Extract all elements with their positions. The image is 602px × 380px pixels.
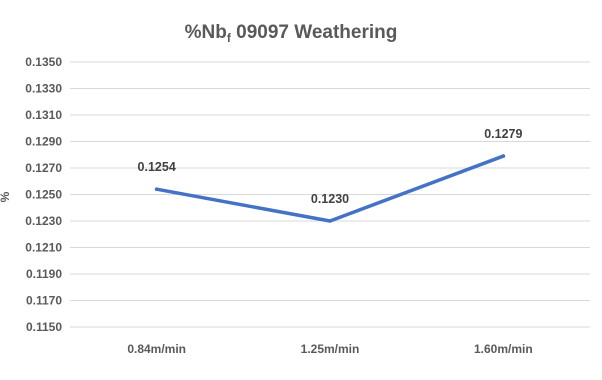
y-tick-label: 0.1190 [26, 267, 62, 281]
x-tick-label: 1.25m/min [301, 342, 360, 356]
y-tick-label: 0.1230 [25, 214, 62, 228]
y-tick-label: 0.1210 [25, 241, 62, 255]
data-labels: 0.1254 0.1230 0.1279 [138, 127, 523, 206]
series-line [154, 154, 506, 223]
chart-title: %Nbf 09097 Weathering [185, 22, 398, 45]
data-point [154, 187, 159, 191]
y-tick-label: 0.1270 [25, 161, 62, 175]
x-axis-ticks: 0.84m/min 1.25m/min 1.60m/min [127, 342, 532, 356]
data-point [501, 154, 506, 158]
data-label: 0.1230 [311, 192, 349, 206]
x-tick-label: 0.84m/min [127, 342, 186, 356]
data-label: 0.1254 [138, 160, 176, 174]
chart-title-main: %Nb [185, 22, 227, 43]
y-tick-label: 0.1250 [25, 188, 62, 202]
chart-title-subscript: f [227, 31, 232, 45]
y-axis-ticks: 0.1150 0.1170 0.1190 0.1210 0.1230 0.1250 0.12… [25, 55, 62, 334]
y-tick-label: 0.1170 [26, 294, 62, 308]
gridlines [70, 61, 590, 328]
y-tick-label: 0.1150 [26, 320, 62, 334]
y-tick-label: 0.1330 [25, 82, 62, 96]
series-layer [154, 154, 506, 223]
y-tick-label: 0.1290 [25, 135, 62, 149]
y-axis-label: % [0, 191, 12, 202]
data-label: 0.1279 [484, 127, 522, 141]
y-tick-label: 0.1310 [25, 108, 62, 122]
data-point [328, 219, 332, 223]
y-tick-label: 0.1350 [25, 55, 62, 69]
chart-title-suffix: 09097 Weathering [231, 22, 398, 43]
x-tick-label: 1.60m/min [474, 342, 533, 356]
